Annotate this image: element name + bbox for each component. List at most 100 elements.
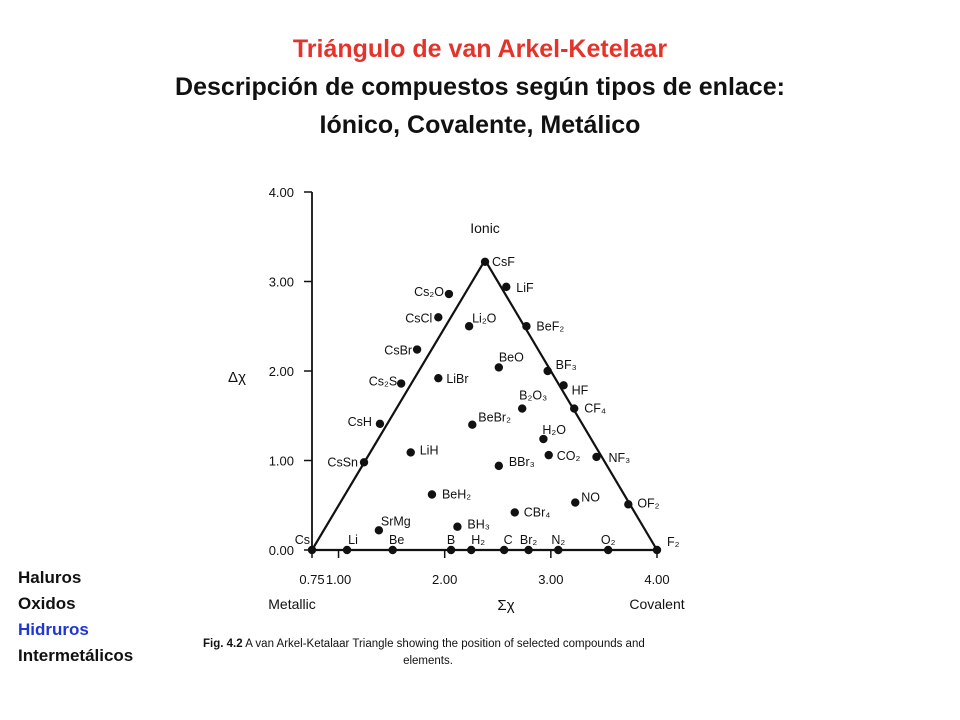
- point-label: BeF₂: [536, 319, 564, 333]
- point-label: BF₃: [556, 358, 577, 372]
- data-point: [571, 498, 580, 507]
- y-tick-label: 4.00: [269, 185, 294, 200]
- figure-caption: Fig. 4.2 A van Arkel-Ketalaar Triangle s…: [203, 636, 743, 670]
- data-point: [468, 420, 477, 429]
- data-point: [342, 545, 352, 555]
- point-label: Cs₂S: [369, 375, 397, 389]
- data-point: [446, 545, 456, 555]
- title-line-1: Triángulo de van Arkel-Ketelaar: [292, 35, 668, 63]
- data-point: [502, 282, 511, 292]
- data-point: [570, 404, 579, 413]
- x-axis-label: Σχ: [497, 597, 514, 614]
- title-line-3: Iónico, Covalente, Metálico: [319, 111, 641, 139]
- point-label: B: [447, 533, 455, 547]
- point-label: CO₂: [557, 449, 581, 463]
- x-tick-label: 2.00: [432, 572, 457, 587]
- point-label: H₂O: [542, 423, 566, 437]
- point-label: CBr₄: [524, 505, 551, 519]
- y-tick-label: 0.00: [269, 543, 294, 558]
- point-label: Cs₂O: [414, 285, 444, 299]
- data-point: [453, 522, 462, 531]
- point-label: HF: [572, 383, 589, 397]
- data-point: [412, 345, 422, 354]
- point-label: B₂O₃: [519, 389, 547, 403]
- data-point: [375, 419, 385, 429]
- point-label: CsBr: [384, 344, 412, 358]
- data-point: [494, 363, 504, 372]
- point-label: H₂: [471, 533, 485, 547]
- data-point: [374, 526, 384, 535]
- x-tick-label: 3.00: [538, 572, 563, 587]
- slide-title: Triángulo de van Arkel-Ketelaar Descripc…: [0, 30, 960, 144]
- compound-type-legend: Haluros Oxidos Hidruros Intermetálicos: [18, 565, 133, 669]
- point-label: CF₄: [584, 402, 606, 416]
- point-label: F₂: [667, 535, 680, 549]
- figure-number: Fig. 4.2: [203, 638, 243, 650]
- data-point: [434, 373, 443, 383]
- point-label: CsSn: [327, 455, 358, 469]
- y-tick-label: 2.00: [269, 364, 294, 379]
- legend-item-oxidos: Oxidos: [18, 594, 76, 613]
- point-label: O₂: [601, 533, 616, 547]
- point-label: BBr₃: [509, 455, 535, 469]
- point-label: OF₂: [637, 496, 659, 510]
- legend-item-haluros: Haluros: [18, 568, 82, 587]
- bonding-triangle: [310, 258, 659, 552]
- data-point: [499, 545, 509, 555]
- data-point: [539, 434, 548, 444]
- data-point: [480, 257, 490, 267]
- point-label: BH₃: [467, 518, 489, 532]
- data-point: [603, 545, 613, 555]
- point-label: Be: [389, 533, 404, 547]
- point-label: LiF: [516, 281, 534, 295]
- point-label: CsCl: [405, 311, 432, 325]
- data-point: [467, 545, 476, 555]
- data-point: [544, 450, 553, 460]
- point-label: Cs: [295, 533, 310, 547]
- point-label: LiH: [420, 443, 439, 457]
- data-point: [652, 545, 662, 555]
- point-label: SrMg: [381, 514, 411, 528]
- data-point: [388, 545, 397, 555]
- title-line-2: Descripción de compuestos según tipos de…: [175, 73, 785, 101]
- point-label: CsF: [492, 255, 515, 269]
- data-point: [592, 452, 601, 462]
- point-label: BeBr₂: [478, 411, 511, 425]
- point-label: NO: [581, 491, 600, 505]
- y-tick-label: 3.00: [269, 275, 294, 290]
- point-label: BeO: [499, 350, 524, 364]
- data-point: [396, 379, 406, 388]
- data-point: [624, 500, 633, 509]
- data-point: [406, 448, 415, 457]
- corner-label-ionic: Ionic: [470, 220, 500, 236]
- x-tick-label: 0.75: [299, 572, 324, 587]
- legend-item-hidruros: Hidruros: [18, 620, 89, 639]
- data-point: [464, 322, 474, 331]
- y-tick-label: 1.00: [269, 454, 294, 469]
- y-axis-label: Δχ: [228, 369, 246, 386]
- point-label: Br₂: [520, 533, 538, 547]
- data-point: [427, 490, 437, 499]
- point-label: CsH: [348, 415, 372, 429]
- data-point: [517, 404, 527, 413]
- data-point: [444, 289, 454, 299]
- x-tick-label: 4.00: [644, 572, 669, 587]
- x-tick-label: 1.00: [326, 572, 351, 587]
- point-label: LiBr: [446, 372, 468, 386]
- point-label: Li₂O: [472, 311, 497, 325]
- data-point: [554, 545, 563, 555]
- data-point: [494, 461, 504, 471]
- corner-label-covalent: Covalent: [629, 596, 684, 612]
- data-point: [543, 366, 552, 376]
- point-label: C: [504, 533, 513, 547]
- data-point: [510, 508, 519, 517]
- data-point: [307, 545, 317, 555]
- data-point: [434, 313, 443, 322]
- legend-item-intermetalicos: Intermetálicos: [18, 646, 134, 665]
- data-point: [559, 381, 568, 390]
- point-label: BeH₂: [442, 488, 471, 502]
- caption-text: A van Arkel-Ketalaar Triangle showing th…: [245, 638, 645, 650]
- corner-label-metallic: Metallic: [268, 596, 315, 612]
- point-label: N₂: [551, 533, 565, 547]
